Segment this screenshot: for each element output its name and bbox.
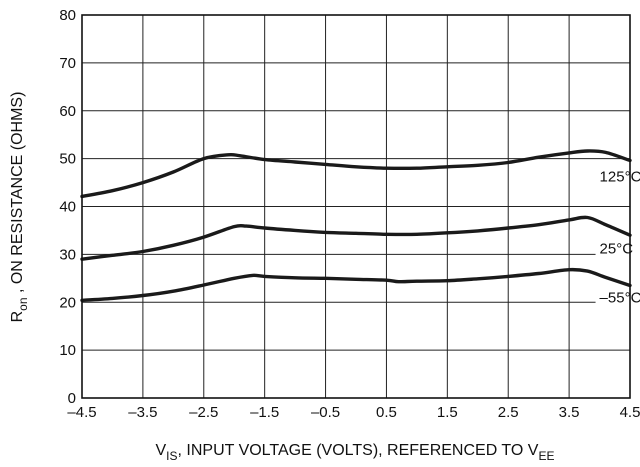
y-axis-title-main: R	[9, 311, 26, 323]
series-labels: 125°C 25°C –55°C	[595, 167, 640, 308]
y-tick-label: 40	[59, 199, 76, 216]
x-tick-label: –3.5	[128, 404, 157, 421]
series-line-0	[80, 149, 632, 199]
y-tick-label: 10	[59, 342, 76, 359]
x-tick-label: 3.5	[559, 404, 580, 421]
y-tick-label: 50	[59, 151, 76, 168]
series-lines	[80, 149, 632, 302]
x-axis-title: VIS, INPUT VOLTAGE (VOLTS), REFERENCED T…	[156, 442, 555, 463]
x-tick-label: –0.5	[311, 404, 340, 421]
x-tick-label: –4.5	[67, 404, 96, 421]
x-tick-label: 0.5	[376, 404, 397, 421]
x-axis-title-main-sub: IS	[166, 449, 177, 463]
y-tick-label: 60	[59, 103, 76, 120]
y-axis-title: Ron , ON RESISTANCE (OHMS)	[9, 92, 30, 323]
tick-labels: –4.5 –3.5 –2.5 –1.5 –0.5 0.5 1.5 2.5 3.5 4.5 0 10 20…	[59, 7, 640, 421]
grid	[81, 14, 631, 399]
series-label-bg	[595, 239, 640, 259]
y-tick-label: 80	[59, 7, 76, 24]
x-tick-label: –2.5	[189, 404, 218, 421]
x-axis-title-rest-sub: EE	[538, 449, 554, 463]
x-tick-label: 2.5	[498, 404, 519, 421]
x-tick-label: –1.5	[250, 404, 279, 421]
y-tick-label: 30	[59, 246, 76, 263]
series-line-1	[80, 215, 632, 261]
x-tick-label: 4.5	[620, 404, 640, 421]
series-label-2: –55°C	[600, 289, 640, 306]
y-axis-title-main-sub: on	[16, 298, 30, 311]
y-tick-label: 70	[59, 55, 76, 72]
series-label-bg	[595, 167, 640, 187]
series-line-2	[80, 267, 632, 302]
y-tick-label: 0	[68, 390, 76, 407]
y-tick-label: 20	[59, 294, 76, 311]
series-label-1: 25°C	[600, 240, 634, 257]
series-label-bg	[595, 288, 640, 308]
x-axis-title-main: V	[156, 442, 167, 459]
x-axis-title-rest: , INPUT VOLTAGE (VOLTS), REFERENCED TO V	[178, 442, 539, 459]
x-tick-label: 1.5	[437, 404, 458, 421]
y-axis-title-rest: , ON RESISTANCE (OHMS)	[9, 92, 26, 298]
series-label-0: 125°C	[600, 169, 640, 186]
plot-frame	[81, 14, 631, 399]
